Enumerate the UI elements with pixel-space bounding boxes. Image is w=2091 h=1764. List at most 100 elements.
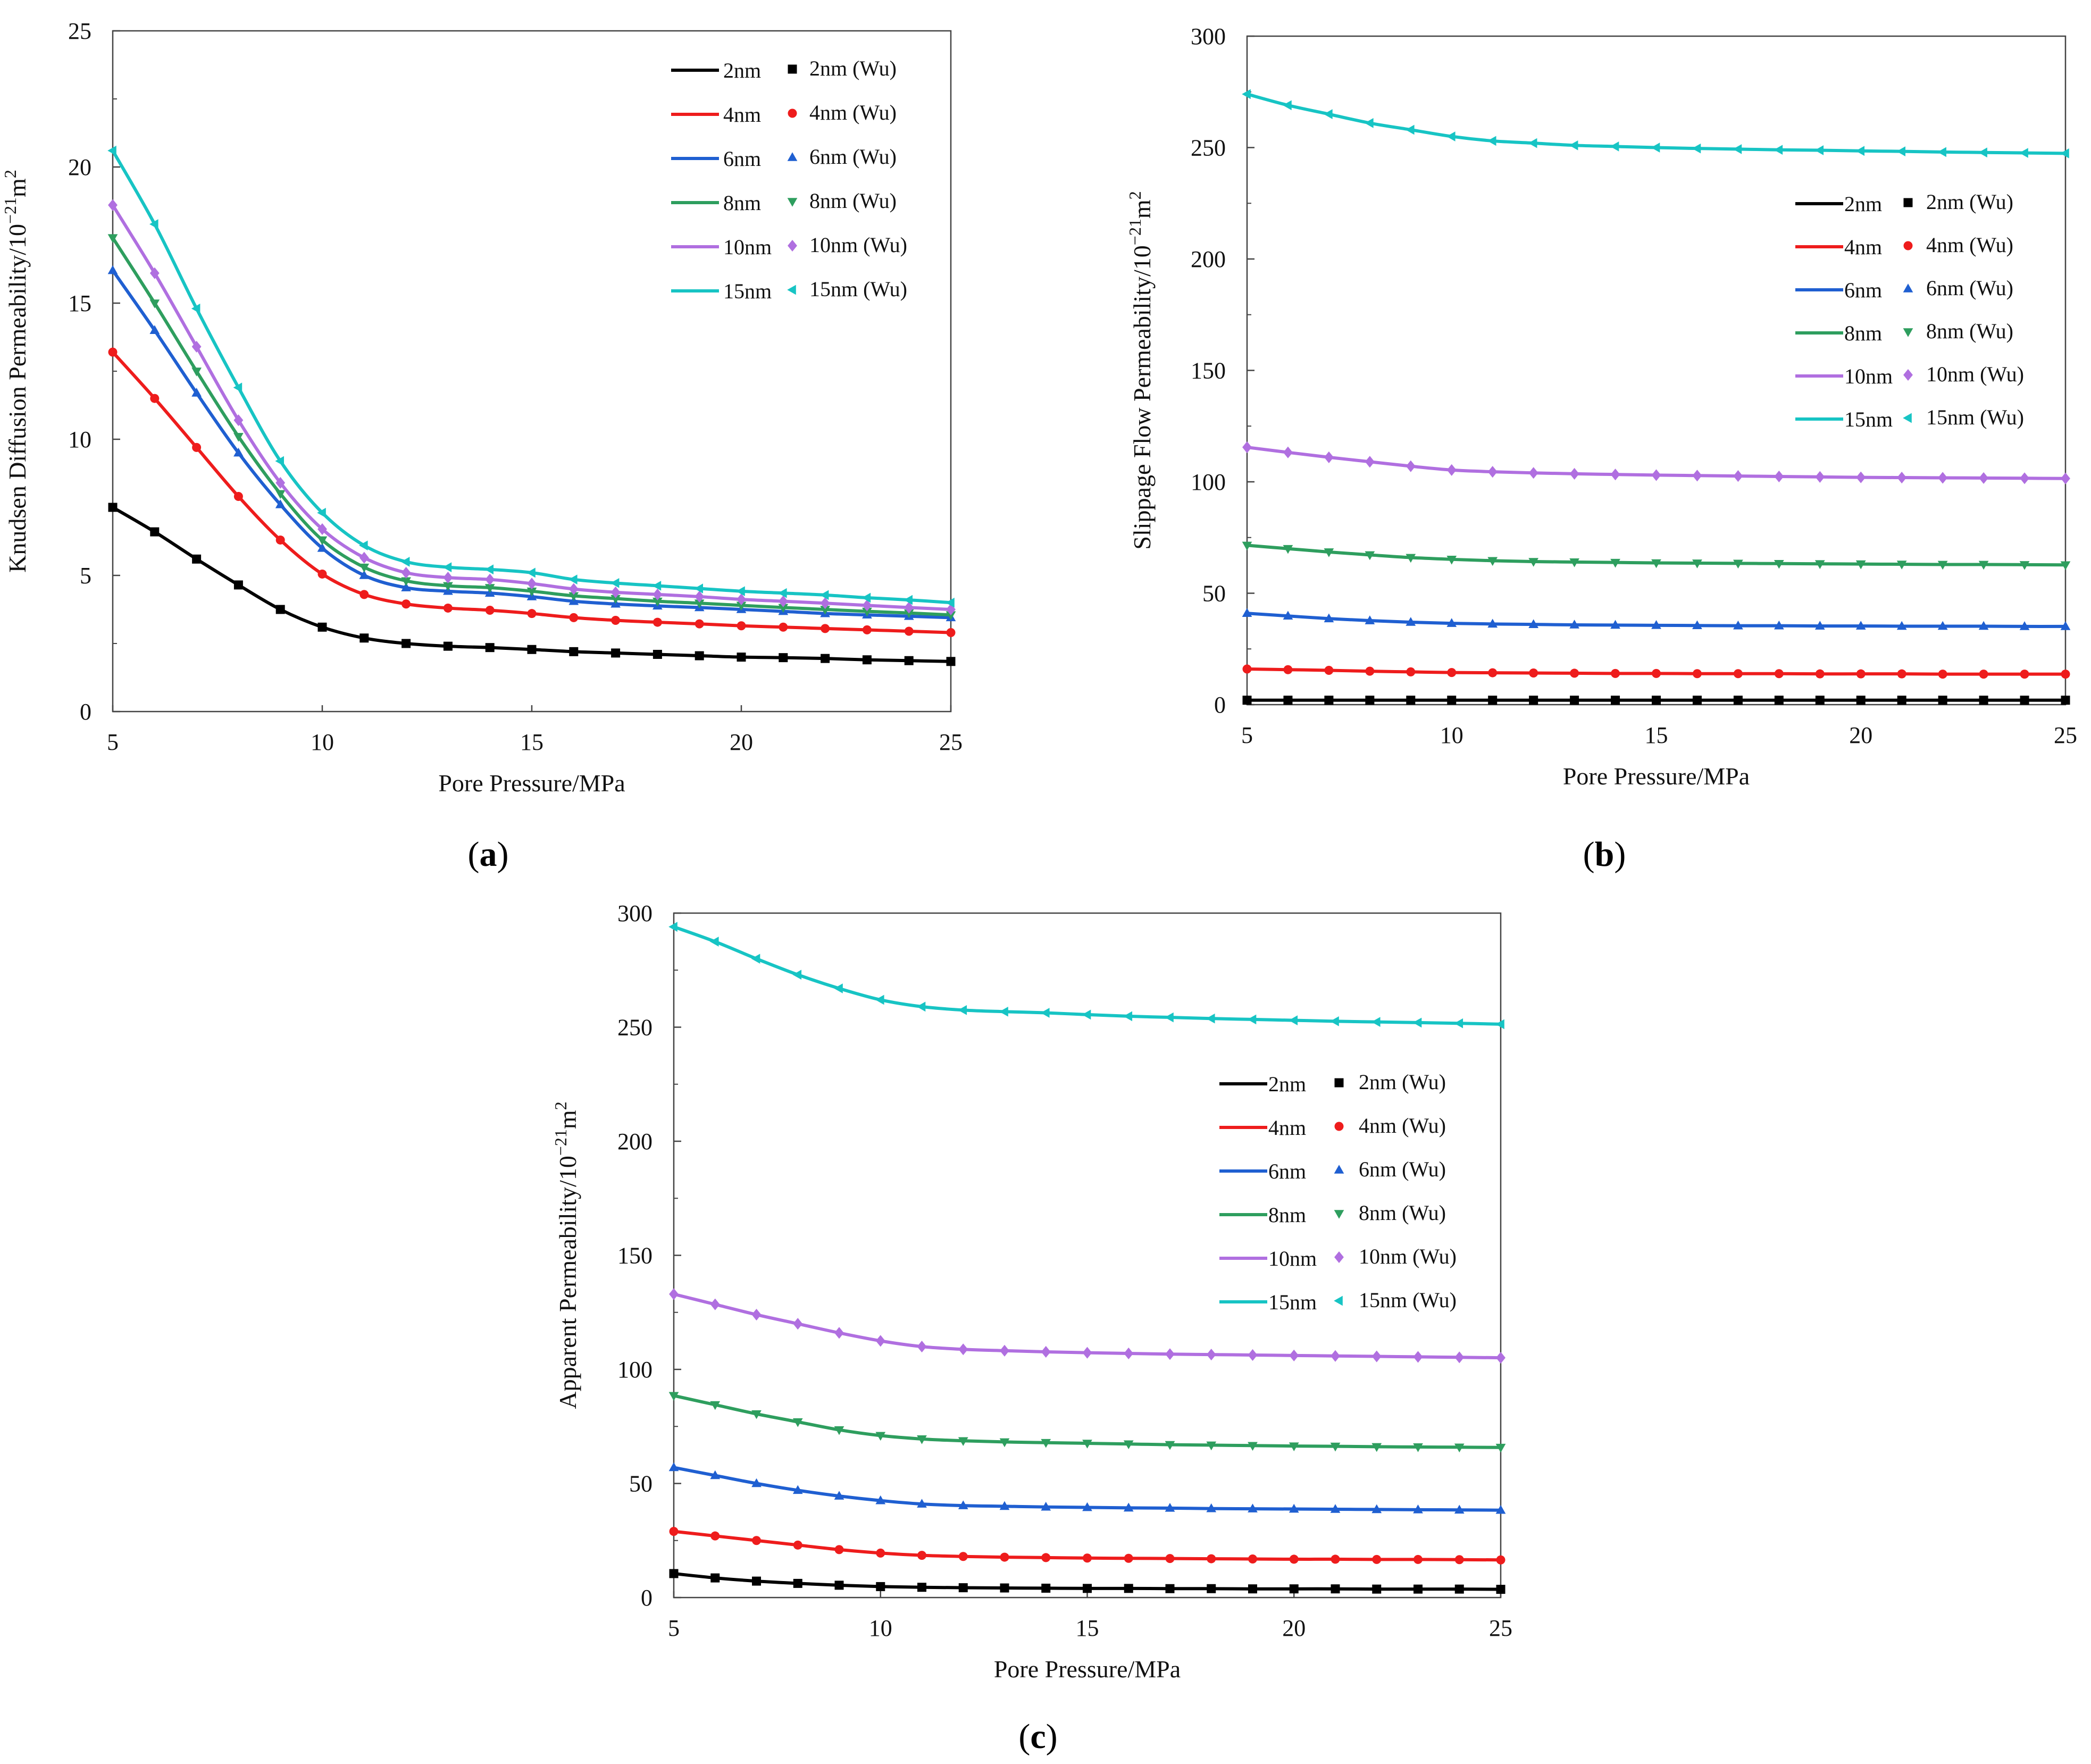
series-marker-4nm <box>653 617 662 627</box>
series-marker-4nm <box>275 535 285 545</box>
series-marker-4nm <box>1652 668 1661 678</box>
series-marker-10nm <box>1897 471 1907 484</box>
series-marker-4nm <box>710 1531 720 1541</box>
series-marker-10nm <box>904 601 914 614</box>
legend: 2nm 2nm (Wu) 4nm 4nm (Wu) 6nm 6nm (Wu) 8nm 8nm … <box>1219 1070 1457 1314</box>
series-marker-2nm <box>611 648 621 658</box>
series-marker-2nm <box>485 643 495 653</box>
legend-marker-10nm <box>1903 369 1913 381</box>
series-marker-10nm <box>1000 1344 1009 1357</box>
chart-b-slippage-flow: 0 50 100 150 200 250 300 5 10 15 20 25 Pore Pressure… <box>1125 23 2077 790</box>
series-marker-15nm <box>778 588 787 598</box>
series-marker-2nm <box>1815 696 1825 705</box>
legend-marker-15nm <box>787 285 796 295</box>
series-marker-2nm <box>359 633 369 643</box>
series-marker-2nm <box>1938 696 1947 705</box>
y-tick-label: 300 <box>1191 23 1226 49</box>
series-marker-2nm <box>1856 696 1866 705</box>
y-tick-label: 5 <box>80 563 91 589</box>
series-marker-2nm <box>2061 696 2070 705</box>
series-marker-15nm <box>1896 146 1905 156</box>
series-marker-15nm <box>1454 1018 1463 1029</box>
series-marker-10nm <box>1446 464 1457 476</box>
x-axis-title: Pore Pressure/MPa <box>1563 763 1750 790</box>
series-marker-15nm <box>442 562 452 572</box>
series-marker-2nm <box>834 1581 844 1590</box>
series-marker-6nm <box>1937 621 1948 630</box>
series-marker-10nm <box>1406 460 1416 472</box>
series-marker-4nm <box>1692 669 1702 679</box>
series-marker-15nm <box>1330 1016 1339 1026</box>
series-10nm <box>108 199 956 616</box>
series-marker-15nm <box>1123 1011 1133 1022</box>
series-marker-8nm <box>401 577 411 587</box>
series-marker-4nm <box>876 1548 885 1558</box>
series-marker-10nm <box>862 599 872 612</box>
series-marker-15nm <box>751 954 760 964</box>
series-marker-6nm <box>1855 621 1866 630</box>
series-marker-15nm <box>1446 131 1456 141</box>
series-marker-6nm <box>710 1470 721 1479</box>
x-tick-label: 5 <box>668 1615 680 1641</box>
series-marker-8nm <box>1289 1442 1299 1451</box>
series-marker-15nm <box>736 586 745 597</box>
series-marker-15nm <box>1247 1014 1257 1025</box>
series-marker-6nm <box>1371 1504 1382 1514</box>
series-marker-4nm <box>1774 669 1784 679</box>
x-tick-label: 10 <box>1440 722 1463 748</box>
series-marker-15nm <box>1371 1017 1381 1027</box>
series-marker-4nm <box>1856 669 1866 679</box>
series-marker-8nm <box>317 536 328 546</box>
series-marker-2nm <box>862 655 872 665</box>
series-marker-4nm <box>1083 1553 1092 1563</box>
series-marker-2nm <box>653 649 662 659</box>
legend-label-2nm: 2nm <box>1268 1072 1306 1096</box>
series-marker-4nm <box>904 626 914 636</box>
series-marker-8nm <box>1041 1439 1051 1448</box>
legend-marker-6nm <box>1334 1165 1344 1174</box>
series-marker-6nm <box>1692 620 1702 630</box>
series-marker-2nm <box>695 651 704 661</box>
series-marker-4nm <box>946 628 956 638</box>
legend-marker-8nm <box>1903 328 1913 337</box>
y-axis-title: Apparent Permeability/10−21m2 <box>551 1101 581 1409</box>
x-tick-label: 15 <box>1645 722 1668 748</box>
series-marker-15nm <box>1206 1013 1215 1024</box>
legend-marker-10nm <box>788 239 797 252</box>
series-marker-2nm <box>150 527 160 537</box>
series-8nm <box>107 234 956 621</box>
series-marker-15nm <box>233 382 242 393</box>
series-marker-15nm <box>1283 100 1292 111</box>
y-tick-label: 100 <box>617 1357 653 1383</box>
legend-label-10nm: 10nm <box>723 235 772 259</box>
series-marker-8nm <box>694 599 705 608</box>
series-marker-2nm <box>1331 1584 1340 1594</box>
x-tick-label: 10 <box>311 729 334 755</box>
series-marker-2nm <box>917 1583 926 1592</box>
series-marker-6nm <box>1365 615 1375 624</box>
series-marker-15nm <box>834 983 843 993</box>
series-marker-15nm <box>694 583 703 593</box>
series-marker-6nm <box>668 1462 679 1472</box>
series-marker-10nm <box>751 1308 762 1321</box>
series-marker-8nm <box>904 609 914 618</box>
series-marker-6nm <box>1651 620 1661 629</box>
series-marker-15nm <box>400 557 410 567</box>
series-marker-15nm <box>275 456 284 466</box>
series-marker-10nm <box>1041 1345 1051 1358</box>
series-marker-4nm <box>1283 665 1293 674</box>
series-marker-8nm <box>1365 551 1375 561</box>
x-axis-title: Pore Pressure/MPa <box>994 1656 1181 1683</box>
series-marker-2nm <box>402 639 411 648</box>
series-marker-4nm <box>569 613 579 622</box>
legend-marker-6nm <box>787 152 798 161</box>
series-marker-4nm <box>1406 667 1416 676</box>
series-marker-8nm <box>1978 561 1989 570</box>
series-marker-8nm <box>568 592 579 601</box>
series-marker-15nm <box>1495 1019 1504 1030</box>
series-marker-6nm <box>401 582 411 591</box>
y-tick-label: 150 <box>1191 358 1226 384</box>
series-marker-4nm <box>1324 665 1334 675</box>
legend-label-4nm: 4nm <box>1268 1116 1306 1140</box>
